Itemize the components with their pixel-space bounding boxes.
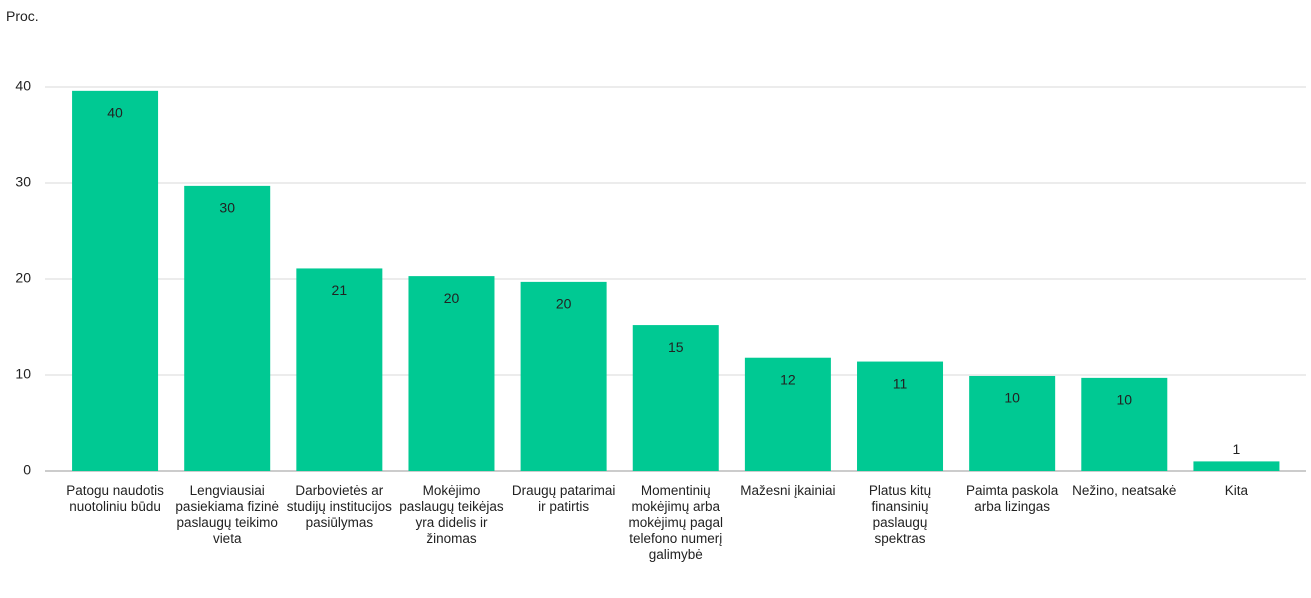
bar bbox=[72, 90, 159, 471]
value-label: 30 bbox=[219, 200, 235, 216]
value-label: 10 bbox=[1004, 390, 1020, 406]
bar bbox=[184, 185, 271, 471]
x-tick-label: Darbovietės ar studijų institucijos pasi… bbox=[286, 483, 392, 530]
y-axis-label: Proc. bbox=[6, 8, 39, 24]
y-tick-label: 30 bbox=[15, 174, 31, 190]
value-label: 11 bbox=[893, 375, 908, 391]
value-label: 40 bbox=[107, 105, 123, 121]
bar bbox=[408, 276, 495, 471]
value-label: 1 bbox=[1233, 441, 1241, 457]
x-tick-label: Draugų patarimai ir patirtis bbox=[511, 483, 616, 514]
value-label: 20 bbox=[444, 290, 460, 306]
y-tick-label: 40 bbox=[15, 78, 31, 94]
bar bbox=[632, 325, 719, 471]
bar bbox=[969, 375, 1056, 471]
x-tick-label: Kita bbox=[1224, 483, 1249, 498]
x-tick-label: Nežino, neatsakė bbox=[1072, 483, 1177, 498]
y-tick-label: 10 bbox=[15, 366, 31, 382]
x-tick-label: Mokėjimo paslaugų teikėjas yra didelis i… bbox=[399, 483, 504, 546]
x-tick-label: Mažesni įkainiai bbox=[740, 483, 836, 498]
x-tick-label: Platus kitų finansinių paslaugų spektras bbox=[868, 483, 932, 546]
bar bbox=[1081, 377, 1168, 471]
bar bbox=[520, 281, 607, 471]
x-tick-label: Momentinių mokėjimų arba mokėjimų pagal … bbox=[628, 483, 724, 562]
bar bbox=[857, 361, 944, 471]
bar bbox=[1193, 461, 1280, 471]
x-tick-label: Lengviausiai pasiekiama fizinė paslaugų … bbox=[175, 483, 279, 546]
y-tick-label: 20 bbox=[15, 270, 31, 286]
value-label: 12 bbox=[780, 371, 796, 387]
x-tick-label: Paimta paskola arba lizingas bbox=[966, 483, 1059, 514]
x-tick-label: Patogu naudotis nuotoliniu būdu bbox=[66, 483, 164, 514]
value-label: 10 bbox=[1117, 392, 1133, 408]
bar bbox=[296, 268, 383, 471]
bar bbox=[744, 357, 831, 471]
value-label: 15 bbox=[668, 339, 684, 355]
y-tick-label: 0 bbox=[23, 462, 31, 478]
value-label: 20 bbox=[556, 296, 572, 312]
value-label: 21 bbox=[332, 282, 348, 298]
